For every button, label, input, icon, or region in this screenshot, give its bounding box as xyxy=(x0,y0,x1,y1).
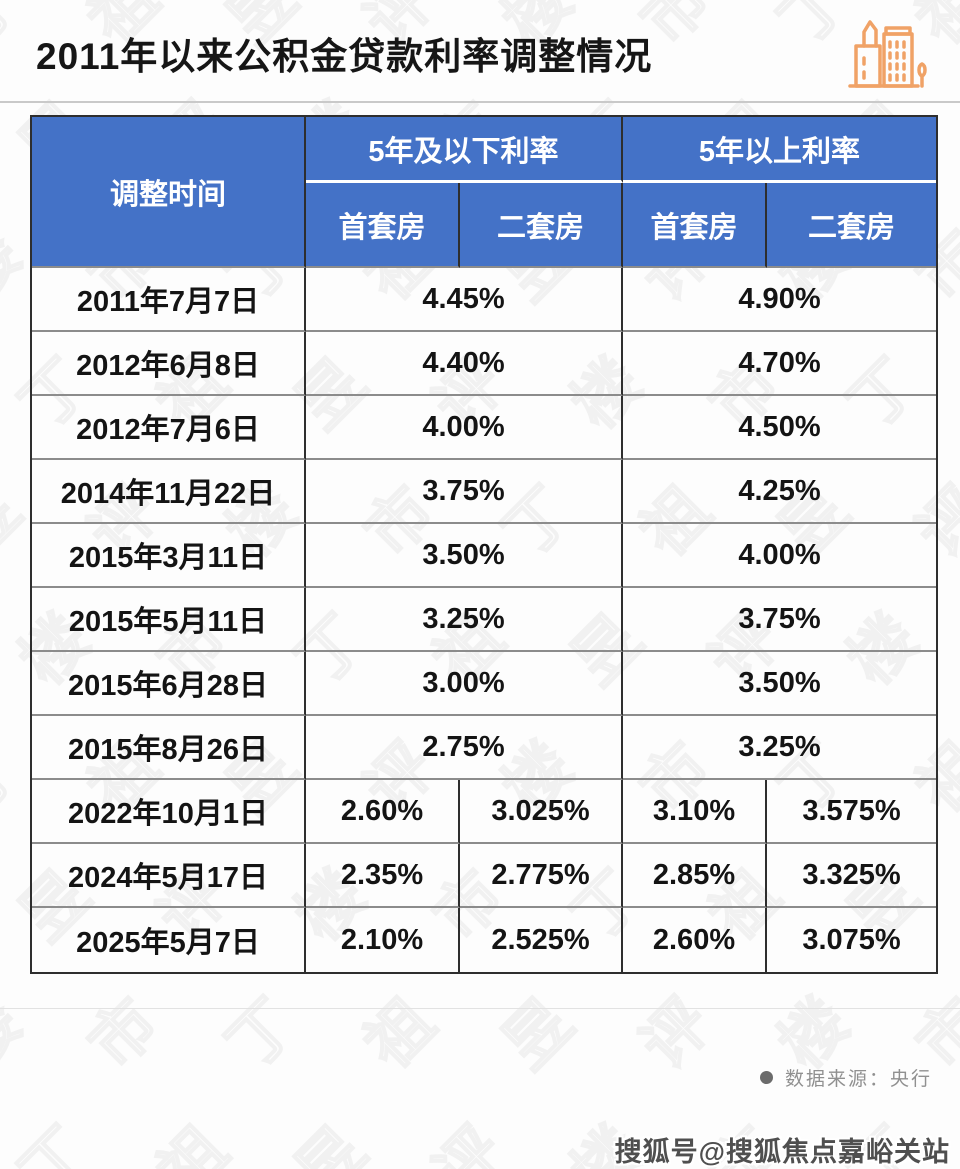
row-below-rate: 4.00% xyxy=(306,396,623,460)
footer-divider xyxy=(0,1008,960,1009)
row-date: 2025年5月7日 xyxy=(32,908,306,972)
row-above-second: 3.075% xyxy=(802,923,901,956)
row-below-rate: 3.00% xyxy=(306,652,623,716)
row-above-first: 2.85% xyxy=(623,844,767,908)
row-below-second: 3.025% xyxy=(460,780,623,844)
row-date: 2012年7月6日 xyxy=(32,396,306,460)
row-below-first: 2.35% xyxy=(306,844,460,908)
row-below-first: 2.10% xyxy=(306,908,460,972)
row-above-first: 2.60% xyxy=(623,908,767,972)
row-date: 2024年5月17日 xyxy=(32,844,306,908)
row-date: 2022年10月1日 xyxy=(32,780,306,844)
row-date: 2011年7月7日 xyxy=(32,268,306,332)
row-above-rate: 3.50% xyxy=(623,652,936,716)
bullet-dot-icon xyxy=(759,1071,773,1084)
header-above-first-home: 首套房 xyxy=(623,183,767,268)
row-above-rate: 4.90% xyxy=(623,268,936,332)
row-above-second: 3.325% xyxy=(767,844,936,908)
sohu-watermark: 搜狐号@搜狐焦点嘉峪关站 xyxy=(614,1137,950,1167)
row-below-second: 2.775% xyxy=(460,844,623,908)
row-date: 2015年3月11日 xyxy=(32,524,306,588)
row-below-rate: 4.45% xyxy=(306,268,623,332)
page-title: 2011年以来公积金贷款利率调整情况 xyxy=(36,36,653,77)
row-above-rate: 3.75% xyxy=(623,588,936,652)
header-below-first-home: 首套房 xyxy=(306,183,460,268)
row-above-rate: 4.25% xyxy=(623,460,936,524)
row-date: 2015年5月11日 xyxy=(32,588,306,652)
rate-table: 调整时间 5年及以下利率 5年以上利率 首套房 二套房 首套房 二套房 2011… xyxy=(30,115,938,974)
data-source: 数据来源：央行 xyxy=(759,1064,932,1091)
row-above-rate: 3.25% xyxy=(623,716,936,780)
row-below-rate: 3.25% xyxy=(306,588,623,652)
header-time: 调整时间 xyxy=(32,117,306,268)
row-above-rate: 4.70% xyxy=(623,332,936,396)
row-below-second: 2.525% xyxy=(460,908,623,972)
buildings-icon xyxy=(848,20,927,88)
row-below-rate: 3.50% xyxy=(306,524,623,588)
row-below-rate: 4.40% xyxy=(306,332,623,396)
header-group-below-5y: 5年及以下利率 xyxy=(306,117,623,183)
title-divider xyxy=(0,101,960,103)
header-group-above-5y: 5年以上利率 xyxy=(623,117,936,183)
header-below-second-home: 二套房 xyxy=(460,183,623,268)
row-above-second: 3.575% xyxy=(767,780,936,844)
row-above-rate: 4.50% xyxy=(623,396,936,460)
data-source-label: 数据来源：央行 xyxy=(784,1069,932,1090)
row-date: 2014年11月22日 xyxy=(32,460,306,524)
row-below-rate: 3.75% xyxy=(306,460,623,524)
row-below-first: 2.60% xyxy=(306,780,460,844)
row-date: 2012年6月8日 xyxy=(32,332,306,396)
row-above-first: 3.10% xyxy=(623,780,767,844)
row-date: 2015年8月26日 xyxy=(32,716,306,780)
header-above-second-home: 二套房 xyxy=(767,183,936,268)
row-below-rate: 2.75% xyxy=(306,716,623,780)
row-above-rate: 4.00% xyxy=(623,524,936,588)
row-date: 2015年6月28日 xyxy=(32,652,306,716)
